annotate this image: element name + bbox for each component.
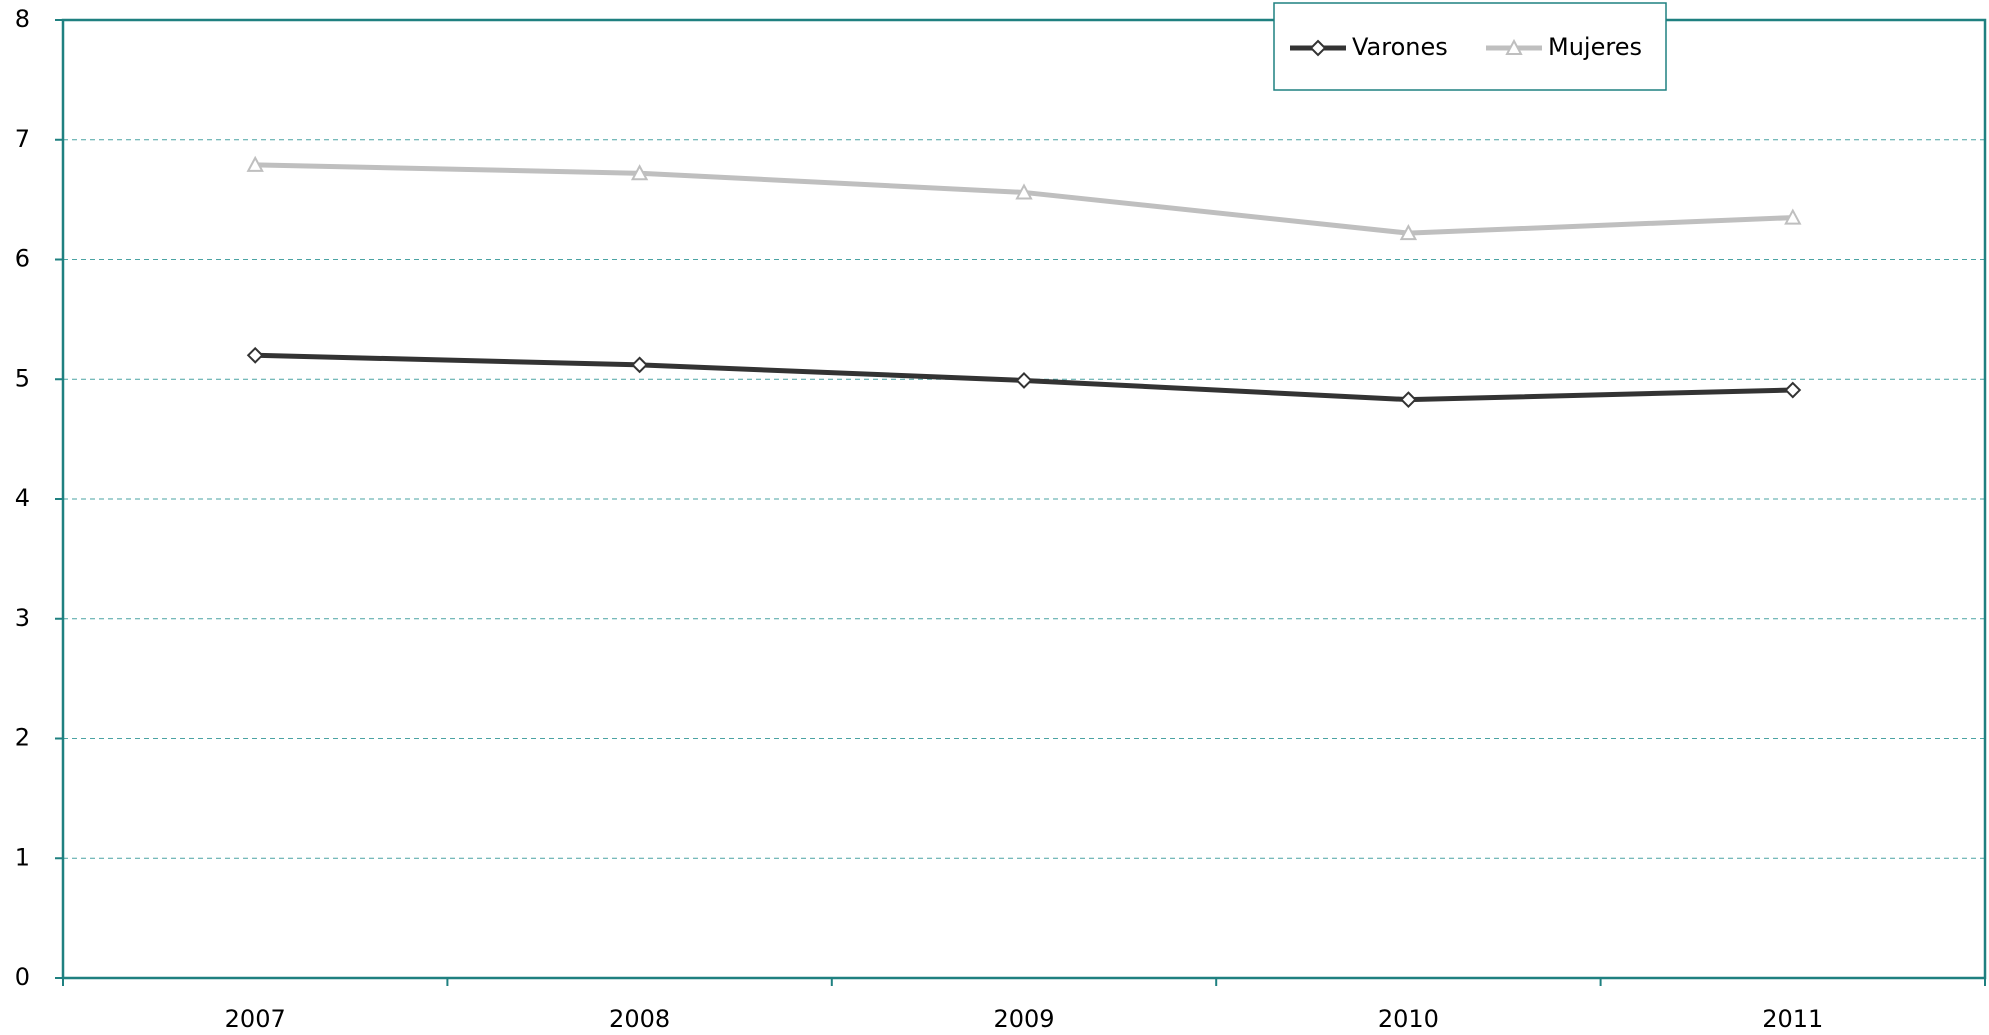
legend-label: Mujeres: [1548, 33, 1642, 61]
data-point: [246, 346, 264, 364]
data-point: [1015, 372, 1033, 389]
y-tick-label: 4: [15, 484, 30, 512]
y-tick-label: 0: [15, 963, 30, 991]
x-tick-label: 2008: [609, 1005, 670, 1033]
y-tick-label: 2: [15, 724, 30, 752]
x-tick-label: 2007: [225, 1005, 286, 1033]
y-tick-label: 5: [15, 364, 30, 392]
x-tick-label: 2009: [993, 1005, 1054, 1033]
x-tick-label: 2010: [1378, 1005, 1439, 1033]
data-point: [1784, 208, 1802, 225]
data-point: [1399, 391, 1417, 409]
y-tick-label: 1: [15, 843, 30, 871]
x-tick-label: 2011: [1762, 1005, 1823, 1033]
data-point: [246, 155, 264, 172]
data-point: [1399, 224, 1418, 241]
y-tick-label: 6: [15, 245, 30, 273]
legend-marker: [1505, 38, 1523, 55]
plot-frame: [61, 18, 1987, 980]
data-point: [630, 164, 649, 181]
data-point: [631, 356, 649, 374]
y-tick-label: 8: [15, 5, 30, 33]
y-tick-label: 3: [15, 604, 30, 632]
legend-marker: [1309, 39, 1327, 57]
data-point: [1784, 381, 1802, 399]
legend-label: Varones: [1352, 33, 1448, 61]
y-tick-label: 7: [15, 125, 30, 153]
data-point: [1015, 183, 1033, 200]
